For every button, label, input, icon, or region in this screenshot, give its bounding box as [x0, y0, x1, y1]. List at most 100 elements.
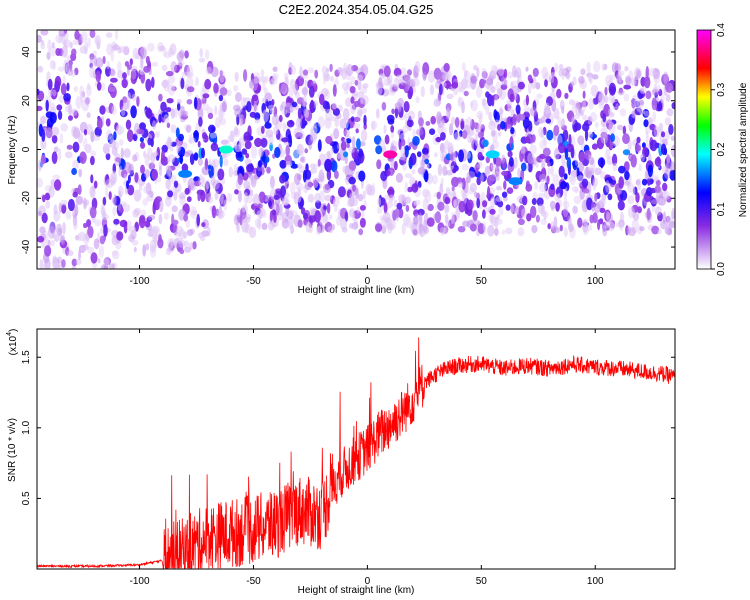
heatmap-cell	[101, 213, 109, 221]
heatmap-cell	[51, 134, 58, 144]
heatmap-cell	[476, 197, 481, 209]
heatmap-cell	[588, 72, 593, 85]
heatmap-cell	[618, 165, 626, 174]
heatmap-cell	[127, 92, 131, 103]
heatmap-cell	[619, 108, 627, 117]
heatmap-cell	[75, 258, 82, 265]
heatmap-cell	[286, 210, 294, 219]
heatmap-cell	[47, 39, 52, 52]
heatmap-cell	[260, 69, 265, 77]
heatmap-cell	[554, 147, 560, 160]
heatmap-cell	[491, 95, 495, 107]
heatmap-cell	[151, 76, 155, 89]
heatmap-cell	[598, 102, 604, 110]
heatmap-cell	[50, 179, 55, 187]
heatmap-cell	[520, 162, 527, 172]
heatmap-cell	[58, 36, 63, 43]
heatmap-cell	[578, 75, 585, 84]
heatmap-peak	[219, 145, 234, 154]
heatmap-cell	[489, 174, 497, 182]
heatmap-cell	[184, 50, 189, 59]
heatmap-cell	[580, 110, 584, 117]
heatmap-cell	[362, 190, 366, 200]
heatmap-cell	[416, 151, 422, 158]
heatmap-cell	[72, 159, 79, 170]
heatmap-cell	[462, 220, 470, 228]
heatmap-blobs	[37, 30, 675, 269]
heatmap-cell	[175, 225, 184, 237]
heatmap-cell	[652, 88, 659, 96]
heatmap-cell	[211, 205, 217, 219]
heatmap-cell	[602, 113, 607, 123]
heatmap-cell	[130, 105, 137, 119]
heatmap-cell	[170, 124, 177, 134]
heatmap-cell	[477, 161, 483, 169]
snr-multiplier-exp: 4	[6, 332, 13, 336]
heatmap-cell	[423, 71, 427, 79]
heatmap-cell	[308, 214, 317, 223]
heatmap-cell	[470, 101, 474, 108]
heatmap-cell	[553, 107, 560, 120]
heatmap-cell	[229, 130, 235, 143]
heatmap-cell	[241, 205, 247, 213]
heatmap-cell	[110, 176, 116, 187]
heatmap-cell	[358, 170, 366, 182]
heatmap-cell	[549, 75, 555, 84]
heatmap-cell	[384, 194, 390, 200]
heatmap-cell	[37, 105, 43, 112]
heatmap-cell	[106, 43, 113, 56]
heatmap-cell	[37, 65, 44, 73]
heatmap-cell	[544, 79, 548, 88]
heatmap-cell	[193, 96, 198, 110]
heatmap-cell	[345, 97, 352, 107]
heatmap-cell	[127, 184, 135, 196]
heatmap-cell	[223, 199, 228, 211]
heatmap-cell	[208, 196, 213, 204]
heatmap-cell	[325, 135, 333, 145]
heatmap-cell	[660, 131, 666, 138]
heatmap-cell	[506, 99, 512, 106]
heatmap-cell	[136, 96, 140, 107]
heatmap-cell	[623, 180, 630, 186]
heatmap-cell	[84, 198, 88, 208]
heatmap-cell	[304, 148, 309, 154]
heatmap-cell	[155, 196, 162, 203]
heatmap-cell	[440, 132, 446, 141]
heatmap-cell	[393, 160, 398, 171]
heatmap-cell	[140, 164, 145, 174]
snr-frame	[36, 328, 676, 570]
heatmap-cell	[303, 212, 309, 220]
heatmap-cell	[617, 188, 623, 195]
heatmap-cell	[569, 81, 574, 88]
heatmap-cell	[550, 165, 555, 177]
heatmap-cell	[531, 225, 538, 234]
heatmap-cell	[284, 72, 289, 80]
heatmap-cell	[394, 106, 399, 119]
heatmap-cell	[280, 185, 286, 197]
snr-panel: -100 -50 0 50 100 0.5 1.0 1.5 Height of straig…	[6, 328, 676, 596]
heatmap-cell	[130, 70, 137, 80]
heatmap-cell	[40, 240, 47, 249]
heatmap-cell	[619, 211, 625, 223]
heatmap-cell	[615, 103, 619, 111]
heatmap-cell	[151, 61, 159, 67]
heatmap-cell	[261, 97, 267, 103]
heatmap-cell	[603, 221, 609, 229]
heatmap-cell	[79, 45, 88, 54]
heatmap-cell	[638, 163, 643, 172]
heatmap-cell	[669, 221, 675, 229]
heatmap-cell	[417, 166, 426, 175]
heatmap-cell	[226, 89, 232, 97]
heatmap-cell	[282, 122, 287, 132]
heatmap-cell	[106, 60, 111, 70]
heatmap-cell	[606, 212, 613, 224]
heatmap-cell	[310, 125, 318, 135]
heatmap-cell	[573, 195, 582, 205]
heatmap-cell	[535, 161, 539, 168]
heatmap-cell	[360, 210, 365, 218]
heatmap-cell	[51, 126, 60, 136]
heatmap-cell	[330, 75, 335, 82]
heatmap-cell	[265, 129, 274, 138]
heatmap-cell	[445, 221, 451, 227]
heatmap-cell	[108, 139, 117, 149]
